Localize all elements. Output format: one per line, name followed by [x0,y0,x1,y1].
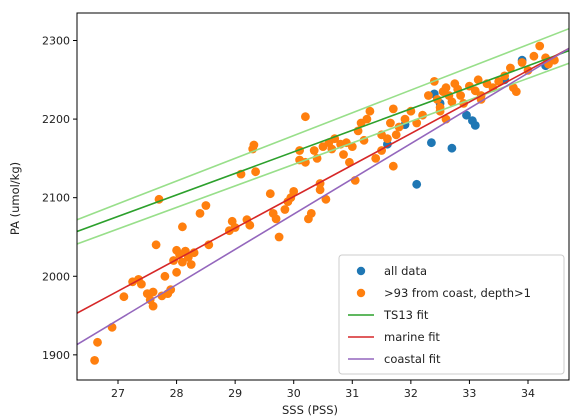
data-point [511,87,521,96]
data-point [274,232,284,242]
fit-band-upper [77,27,569,221]
legend-marker [356,266,366,276]
data-point [441,83,451,93]
y-tick-label: 2300 [42,35,70,48]
data-point [412,179,422,189]
data-point [473,75,483,85]
x-tick-label: 29 [228,387,242,400]
legend-item: coastal fit [348,352,441,366]
data-point [271,214,281,224]
legend-box [338,254,565,375]
axes: 27 28 29 30 31 32 33 34 1900 2000 2100 2200 2300 SSS … [8,12,570,417]
series-4-line [77,47,569,346]
y-tick-label: 2000 [42,270,70,283]
data-point [301,112,310,122]
x-tick-label: 32 [404,387,418,400]
data-point [447,143,457,153]
data-point [251,167,260,177]
data-point [427,138,436,148]
data-point [386,118,395,128]
data-point [362,114,372,124]
data-point [371,154,381,163]
legend-item: all data [356,264,427,278]
data-point [315,185,325,195]
data-point [178,257,187,267]
data-point [388,104,398,114]
data-point [517,58,527,67]
series-layer [77,27,569,365]
data-point [339,150,348,159]
data-point [137,279,146,289]
data-point [201,201,211,210]
x-tick-label: 34 [521,387,535,400]
data-point [309,146,319,155]
data-point [306,209,316,218]
data-point [178,222,187,232]
data-point [321,194,331,204]
legend-item: marine fit [348,330,440,344]
series-3-line [77,47,569,314]
data-point [151,240,161,250]
data-point [148,287,158,297]
y-axis-label: PA (umol/kg) [8,162,22,235]
x-axis-label: SSS (PSS) [282,403,338,417]
data-point [462,110,471,120]
data-point [365,106,375,116]
data-point [470,121,480,130]
legend: all data >93 from coast, depth>1 TS13 fit m… [338,254,565,375]
data-point [265,189,275,199]
data-point [506,63,515,73]
data-point [119,292,129,302]
data-point [148,301,158,311]
data-point [456,91,465,100]
y-tick-label: 1900 [42,349,70,362]
data-point [195,209,205,218]
y-tick-label: 2200 [42,113,70,126]
data-point [529,51,539,61]
legend-label: TS13 fit [383,308,429,322]
legend-label: marine fit [384,330,440,344]
x-tick-label: 31 [345,387,359,400]
plot-area [77,13,569,380]
data-point [90,356,99,365]
data-point [245,220,255,230]
data-point [93,337,102,347]
data-point [186,260,196,269]
data-point [160,271,170,281]
data-point [172,267,182,277]
data-point [400,114,410,124]
legend-marker [356,288,366,298]
x-tick-label: 27 [111,387,125,400]
y-tick-label: 2100 [42,192,70,205]
x-tick-label: 30 [287,387,301,400]
data-point [494,77,504,86]
series-1-points [90,41,559,365]
legend-item: TS13 fit [348,308,429,322]
data-point [249,140,259,150]
data-point [391,130,401,140]
data-point [447,97,457,107]
legend-label: coastal fit [384,352,441,366]
legend-label: >93 from coast, depth>1 [384,286,531,300]
x-tick-label: 28 [170,387,184,400]
data-point [289,187,299,196]
x-tick-label: 33 [462,387,476,400]
data-point [535,41,545,51]
series-2-line [77,49,569,233]
legend-label: all data [384,264,427,278]
plot-frame [76,12,570,381]
data-point [424,91,433,100]
data-point [280,205,290,214]
legend-item: >93 from coast, depth>1 [356,286,531,300]
data-point [388,161,398,171]
